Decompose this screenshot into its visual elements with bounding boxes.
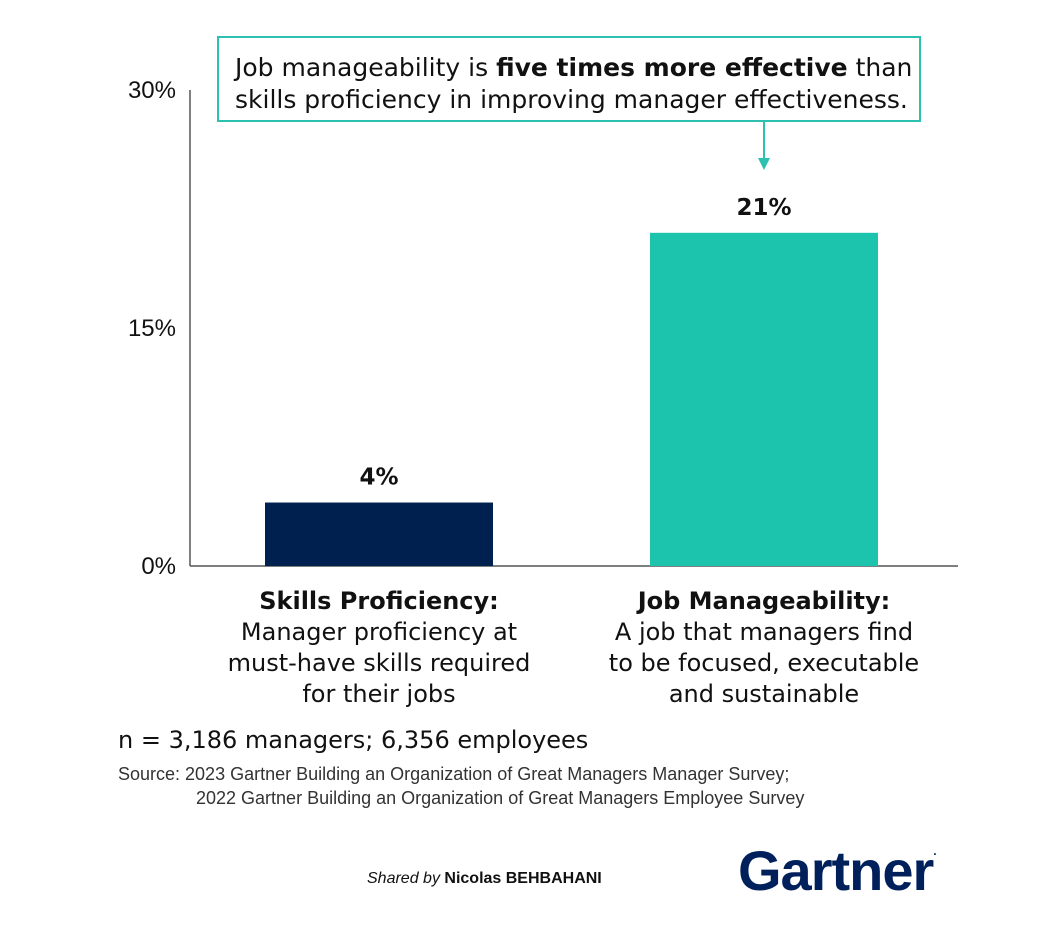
annotation-line2: skills proficiency in improving manager … (235, 85, 908, 114)
source-line-1: Source: 2023 Gartner Building an Organiz… (118, 764, 790, 784)
annotation-suffix: than (847, 53, 913, 82)
annotation-bold: five times more effective (496, 53, 848, 82)
bar-value-label: 4% (359, 465, 398, 491)
sample-size-note: n = 3,186 managers; 6,356 employees (118, 726, 589, 754)
category-description: A job that managers find to be focused, … (608, 618, 920, 708)
annotation-callout: Job manageability is five times more eff… (217, 36, 921, 122)
source-note: Source: 2023 Gartner Building an Organiz… (118, 762, 804, 810)
source-line-2: 2022 Gartner Building an Organization of… (196, 788, 805, 808)
category-description: Manager proficiency at must-have skills … (227, 618, 531, 708)
bar-skills-proficiency (265, 502, 493, 566)
y-tick-label: 0% (141, 553, 176, 580)
y-tick-label: 30% (128, 77, 176, 104)
shared-by-name: Nicolas BEHBAHANI (444, 870, 602, 887)
category-label-manageability: Job Manageability: A job that managers f… (574, 586, 954, 710)
shared-by: Shared by Nicolas BEHBAHANI (367, 870, 602, 888)
shared-by-prefix: Shared by (367, 870, 440, 887)
logo-mark: . (933, 844, 937, 858)
y-tick-label: 15% (128, 315, 176, 342)
callout-arrow-head (758, 158, 770, 170)
category-label-skills: Skills Proficiency: Manager proficiency … (189, 586, 569, 710)
category-title: Job Manageability: (637, 587, 891, 615)
annotation-prefix: Job manageability is (235, 53, 497, 82)
gartner-logo: Gartner. (738, 838, 937, 903)
category-title: Skills Proficiency: (259, 587, 499, 615)
logo-text: Gartner (738, 839, 934, 902)
bar-job-manageability (650, 232, 878, 567)
bar-value-label: 21% (736, 195, 791, 221)
